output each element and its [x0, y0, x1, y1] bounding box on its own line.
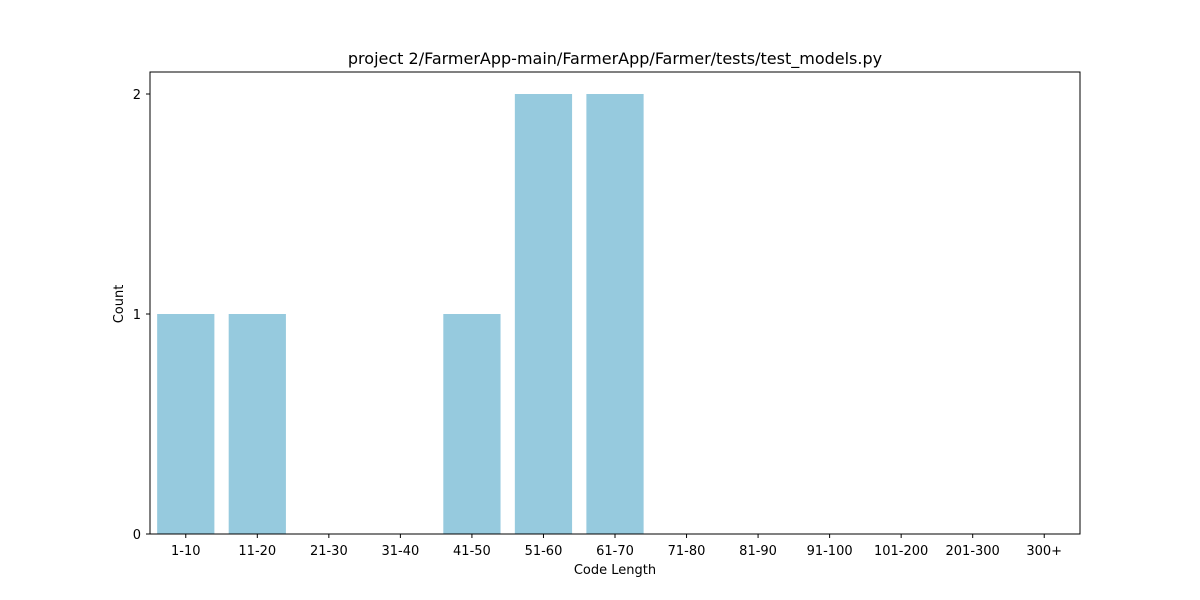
x-tick-label: 21-30	[310, 544, 348, 559]
x-tick-label: 31-40	[381, 544, 419, 559]
bar-11-20	[228, 314, 286, 534]
y-tick-label: 0	[133, 528, 141, 543]
x-tick-label: 71-80	[668, 544, 706, 559]
x-tick-label: 61-70	[596, 544, 634, 559]
bar-51-60	[514, 94, 573, 534]
x-tick-label: 91-100	[807, 544, 853, 559]
y-axis-ticks: 0 1 2	[133, 88, 150, 543]
x-tick-label: 101-200	[874, 544, 928, 559]
x-axis-ticks: 1-10 11-20 21-30 31-40 41-50 51-60 61-70 71-80 8…	[171, 534, 1062, 559]
x-tick-label: 51-60	[525, 544, 563, 559]
x-tick-label: 300+	[1026, 544, 1062, 559]
bar-1-10	[157, 314, 215, 534]
plot-frame	[149, 71, 1081, 535]
x-tick-label: 1-10	[171, 544, 201, 559]
y-tick-label: 2	[133, 88, 141, 103]
y-tick-label: 1	[133, 308, 141, 323]
x-axis-label: Code Length	[574, 563, 656, 578]
x-tick-label: 41-50	[453, 544, 491, 559]
x-tick-label: 81-90	[739, 544, 777, 559]
bar-61-70	[586, 94, 644, 534]
bars-group	[157, 94, 644, 534]
y-axis-label: Count	[112, 285, 127, 324]
bar-41-50	[443, 314, 501, 534]
chart-title: project 2/FarmerApp-main/FarmerApp/Farme…	[348, 49, 882, 69]
x-tick-label: 201-300	[946, 544, 1000, 559]
x-tick-label: 11-20	[238, 544, 276, 559]
